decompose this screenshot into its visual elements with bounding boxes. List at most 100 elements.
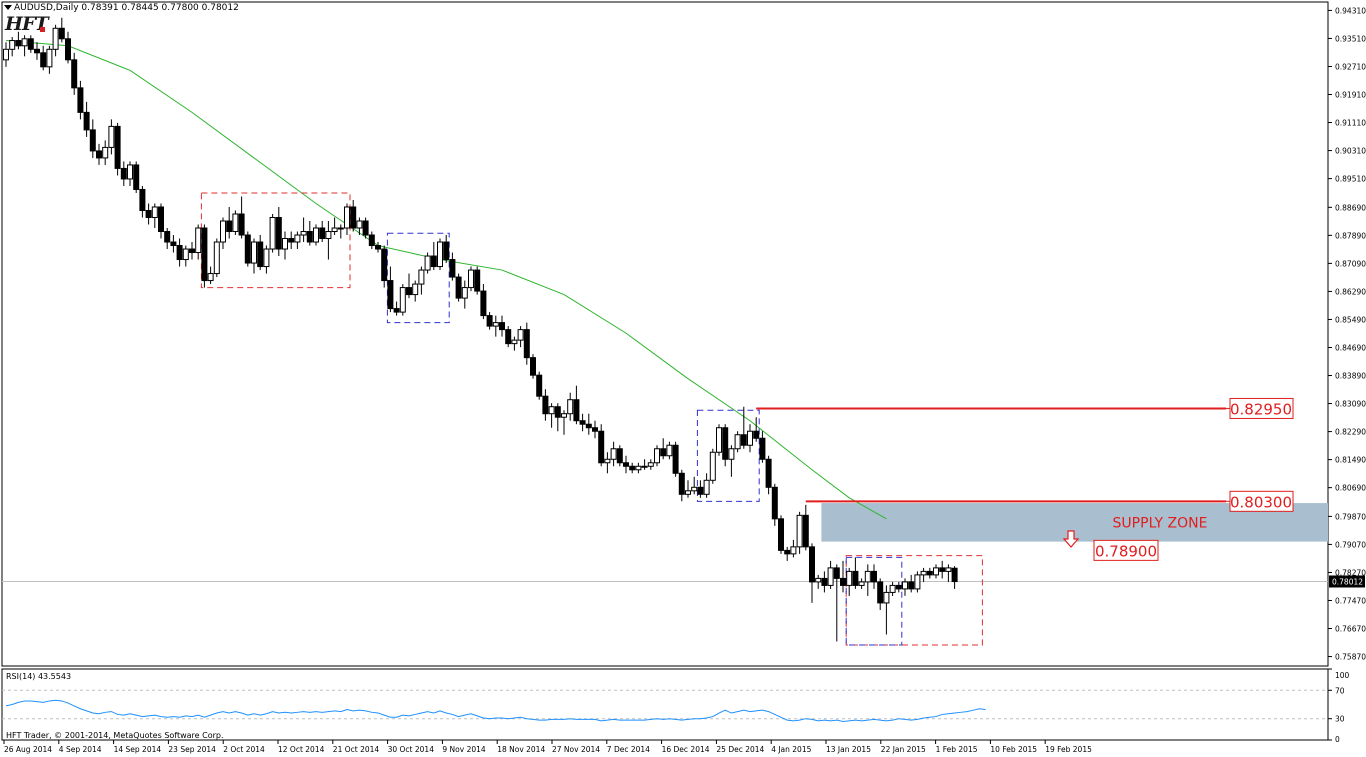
y-tick-label: 0.85490 [1335, 315, 1366, 324]
y-tick-label: 0.76670 [1335, 625, 1366, 634]
candle-body [182, 248, 189, 261]
x-tick-label: 9 Nov 2014 [442, 745, 485, 754]
supply-zone-label: SUPPLY ZONE [1113, 515, 1208, 531]
moving-average-line [5, 40, 887, 520]
x-tick-label: 23 Sep 2014 [168, 745, 216, 754]
candle-body [399, 287, 406, 313]
candle-body [344, 206, 350, 229]
y-tick-label: 0.94310 [1335, 6, 1366, 15]
y-tick-label: 0.89510 [1335, 175, 1366, 184]
candle-body [784, 549, 791, 555]
candle-body [827, 567, 834, 586]
candle-body [486, 315, 493, 327]
candle-body [697, 486, 704, 495]
level-label: 0.82950 [1230, 400, 1292, 418]
y-tick-label: 0.90310 [1335, 147, 1366, 156]
x-tick-label: 4 Sep 2014 [59, 745, 102, 754]
candle-body [821, 577, 828, 586]
x-tick-label: 16 Dec 2014 [662, 745, 710, 754]
copyright-text: HFT Trader, © 2001-2014, MetaQuotes Soft… [6, 731, 224, 740]
candle-body [170, 241, 177, 247]
y-tick-label: 0.77470 [1335, 596, 1366, 605]
candle-body [579, 420, 586, 425]
candle-body [83, 111, 90, 131]
candle-body [220, 220, 226, 243]
candle-body [561, 413, 567, 418]
y-tick-label: 0.81490 [1335, 456, 1366, 465]
candle-body [889, 584, 896, 593]
candle-body [536, 374, 543, 397]
candle-body [201, 227, 208, 282]
candle-body [52, 27, 59, 50]
candle-body [65, 38, 71, 61]
candle-body [623, 462, 629, 467]
candle-body [592, 427, 598, 432]
candle-body [139, 188, 146, 211]
blue-range-box [386, 232, 450, 324]
candle-body [815, 577, 822, 583]
candle-body [350, 206, 357, 229]
dropdown-arrow-icon[interactable] [4, 5, 12, 10]
candle-body [362, 220, 369, 236]
y-tick-label: 0.86290 [1335, 287, 1366, 296]
candle-body [21, 38, 28, 47]
x-tick-label: 30 Oct 2014 [388, 745, 435, 754]
x-tick-label: 19 Feb 2015 [1045, 745, 1092, 754]
y-tick-label: 0.88690 [1335, 203, 1366, 212]
y-tick-label: 0.87890 [1335, 231, 1366, 240]
candle-body [790, 546, 797, 555]
y-tick-label: 0.78270 [1335, 568, 1366, 577]
level-label-box [1229, 397, 1294, 419]
candle-body [802, 514, 809, 548]
candle-body [778, 518, 784, 551]
candle-body [926, 570, 933, 576]
candle-body [747, 430, 753, 446]
candle-body [554, 406, 561, 418]
last-price-label: 0.78012 [1332, 577, 1363, 586]
candle-body [933, 567, 939, 576]
candle-body [852, 570, 859, 586]
x-tick-label: 1 Feb 2015 [936, 745, 978, 754]
candle-body [381, 248, 388, 282]
candle-body [164, 231, 171, 243]
candle-body [195, 227, 202, 254]
last-price-tag [1329, 575, 1365, 588]
y-tick-label: 0.75870 [1335, 653, 1366, 662]
candle-body [672, 444, 679, 474]
y-tick-label: 0.79870 [1335, 512, 1366, 521]
candle-body [709, 451, 716, 481]
candle-body [232, 213, 239, 233]
x-tick-label: 12 Oct 2014 [278, 745, 325, 754]
candle-body [833, 567, 840, 579]
level-label: 0.80300 [1230, 493, 1292, 511]
hft-logo: HFT [5, 13, 49, 35]
candle-body [573, 399, 580, 422]
candle-body [703, 479, 710, 495]
logo-text: HFT [5, 13, 49, 35]
candle-body [127, 164, 133, 180]
y-tick-label: 0.82290 [1335, 428, 1366, 437]
x-tick-label: 22 Jan 2015 [881, 745, 926, 754]
candle-body [765, 458, 772, 488]
candle-body [437, 241, 443, 268]
candle-body [846, 570, 853, 586]
candle-body [114, 125, 121, 169]
x-tick-label: 21 Oct 2014 [333, 745, 380, 754]
candle-body [920, 570, 927, 576]
candle-body [145, 209, 152, 218]
candle-body [207, 273, 214, 282]
y-tick-label: 0.93510 [1335, 34, 1366, 43]
candle-body [176, 245, 183, 261]
candle-body [604, 458, 611, 464]
rsi-panel-frame [1, 668, 1329, 741]
candle-body [809, 546, 815, 583]
candle-body [282, 238, 288, 250]
red-range-box [845, 555, 983, 646]
candle-body [226, 220, 233, 233]
candle-body [77, 87, 84, 113]
candle-body [3, 48, 9, 61]
candle-body [548, 406, 555, 415]
rsi-axis-label: 0 [1335, 735, 1340, 744]
